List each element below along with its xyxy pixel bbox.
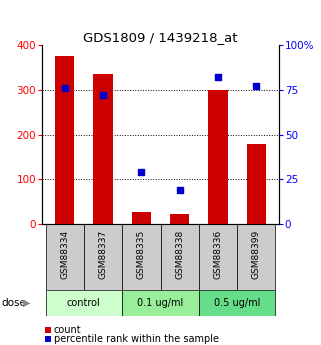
Bar [84,224,122,290]
Text: GSM88335: GSM88335 [137,229,146,279]
Text: GSM88337: GSM88337 [99,229,108,279]
Bar [199,224,237,290]
Bar [93,74,113,224]
Bar [122,290,199,316]
Bar [247,144,266,224]
Point [100,92,106,98]
Bar [55,56,74,224]
Text: percentile rank within the sample: percentile rank within the sample [54,334,219,344]
Point [215,75,221,80]
Point [254,83,259,89]
Bar [208,90,228,224]
Bar [237,224,275,290]
Title: GDS1809 / 1439218_at: GDS1809 / 1439218_at [83,31,238,44]
Bar [46,224,84,290]
Text: GSM88336: GSM88336 [213,229,222,279]
Text: dose: dose [2,298,26,308]
Text: count: count [54,325,82,335]
Bar [132,212,151,224]
Bar [46,290,122,316]
Text: GSM88399: GSM88399 [252,229,261,279]
Text: 0.1 ug/ml: 0.1 ug/ml [137,298,184,308]
Text: 0.5 ug/ml: 0.5 ug/ml [214,298,260,308]
Text: control: control [67,298,101,308]
Bar [160,224,199,290]
Point [62,85,67,91]
Bar [122,224,160,290]
Bar [170,214,189,224]
Point [177,187,182,193]
Text: ▶: ▶ [23,298,31,308]
Bar [199,290,275,316]
Text: GSM88334: GSM88334 [60,229,69,279]
Text: GSM88338: GSM88338 [175,229,184,279]
Point [139,169,144,175]
